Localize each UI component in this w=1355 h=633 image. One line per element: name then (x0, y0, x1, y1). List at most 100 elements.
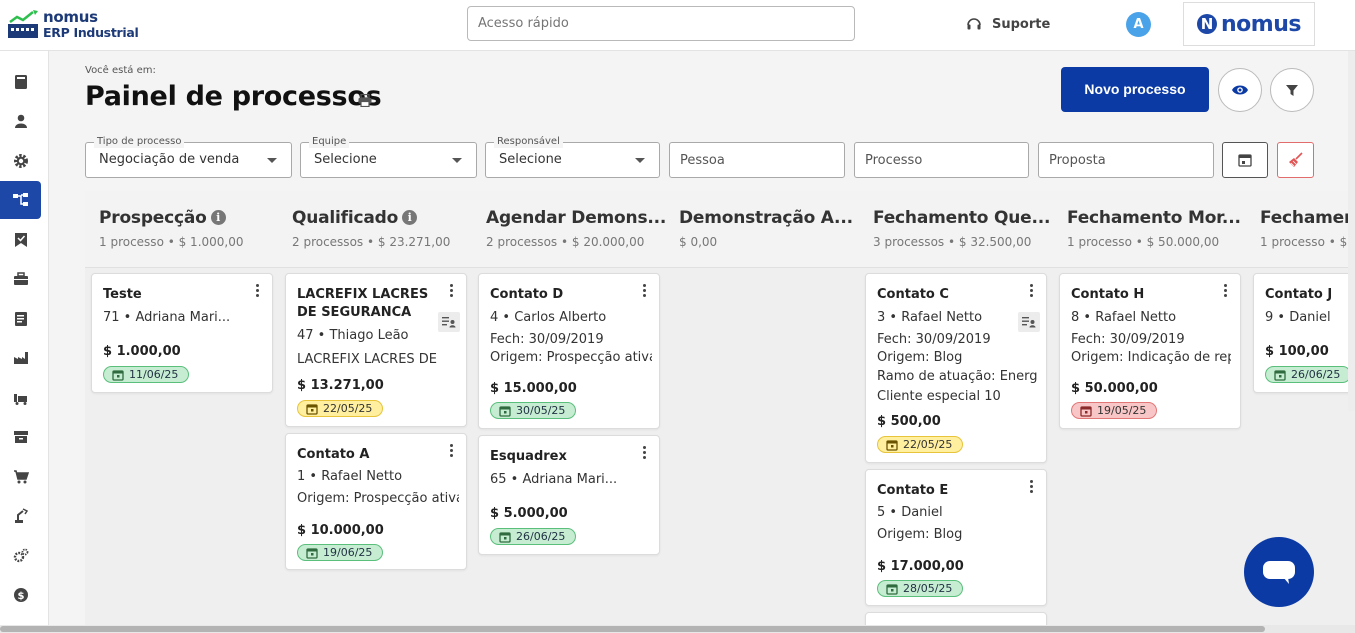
chat-button[interactable] (1244, 537, 1314, 607)
process-card[interactable]: Contato A 1 • Rafael Netto Origem: Prosp… (285, 433, 467, 570)
badge-date: 28/05/25 (903, 582, 953, 595)
card-value: $ 1.000,00 (103, 344, 181, 359)
column-summary: $ 0,00 (679, 235, 718, 249)
card-contact: 4 • Carlos Alberto (490, 310, 607, 325)
column-title-text: Prospecção (99, 208, 207, 228)
sidebar-item-bookmark[interactable] (0, 221, 41, 259)
calendar-icon (1080, 405, 1092, 417)
process-card[interactable]: Esquadrex 65 • Adriana Mari... $ 5.000,0… (478, 435, 660, 555)
sidebar-item-ledger[interactable] (0, 300, 41, 338)
support-link[interactable]: Suporte (966, 14, 1050, 34)
brand-letter: N (1197, 14, 1218, 34)
badge-date: 30/05/25 (516, 404, 566, 417)
column-title: Demonstração A... (679, 208, 853, 228)
card-close-date: Fech: 30/09/2019 (877, 332, 991, 347)
assign-icon[interactable] (438, 312, 460, 332)
card-custom-field: Cliente especial 10 (877, 389, 1001, 404)
process-card[interactable]: LACREFIX LACRES DE SEGURANCA 47 • Thiago… (285, 273, 467, 427)
sidebar-item-config[interactable] (0, 537, 41, 575)
badge-date: 26/06/25 (516, 530, 566, 543)
process-card[interactable]: Contato C 3 • Rafael Netto Fech: 30/09/2… (865, 273, 1047, 463)
person-input[interactable]: Pessoa (669, 142, 845, 178)
vertical-scrollbar[interactable] (1348, 51, 1355, 411)
process-card[interactable]: Contato D 4 • Carlos Alberto Fech: 30/09… (478, 273, 660, 429)
team-select[interactable]: Equipe Selecione (300, 135, 477, 178)
process-card[interactable]: Contato H 8 • Rafael Netto Fech: 30/09/2… (1059, 273, 1241, 429)
card-value: $ 10.000,00 (297, 523, 384, 538)
more-vertical-icon[interactable] (450, 444, 454, 458)
badge-date: 19/06/25 (323, 546, 373, 559)
print-icon[interactable] (358, 94, 372, 107)
sidebar-item-user[interactable] (0, 102, 41, 140)
calendar-icon (886, 439, 898, 451)
support-label: Suporte (992, 16, 1051, 32)
card-title: LACREFIX LACRES DE SEGURANCA (297, 287, 429, 320)
quick-access-input[interactable] (467, 6, 855, 41)
sidebar-item-briefcase[interactable] (0, 260, 41, 298)
process-type-select[interactable]: Tipo de processo Negociação de venda (85, 135, 292, 178)
nomus-erp-logo[interactable]: nomus ERP Industrial (7, 8, 142, 42)
process-input[interactable]: Processo (854, 142, 1029, 178)
clear-filters-button[interactable] (1277, 142, 1314, 178)
sidebar-item-logistics[interactable] (0, 379, 41, 417)
more-vertical-icon[interactable] (450, 284, 454, 298)
process-card[interactable]: Contato J 9 • Daniel $ 100,00 26/06/25 (1253, 273, 1355, 393)
card-close-date: Fech: 30/09/2019 (490, 332, 604, 347)
process-card[interactable]: Contato E 5 • Daniel Origem: Blog $ 17.0… (865, 469, 1047, 606)
calendar-icon (306, 547, 318, 559)
column-title: Agendar Demons... (486, 208, 666, 228)
sidebar-item-book[interactable] (0, 63, 41, 101)
process-card[interactable]: Teste 71 • Adriana Mari... $ 1.000,00 11… (91, 273, 273, 393)
more-vertical-icon[interactable] (256, 284, 260, 298)
badge-date: 19/05/25 (1097, 404, 1147, 417)
sidebar-item-robot[interactable] (0, 497, 41, 535)
bookmark-check-icon (14, 233, 27, 247)
sidebar-item-cart[interactable] (0, 458, 41, 496)
sidebar-item-finance[interactable]: $ (0, 576, 41, 614)
process-type-label: Tipo de processo (94, 135, 185, 148)
date-filter-button[interactable] (1222, 142, 1268, 178)
sidebar-item-processes[interactable] (0, 181, 41, 219)
card-title: Esquadrex (490, 449, 567, 464)
responsible-select[interactable]: Responsável Selecione (485, 135, 660, 178)
more-vertical-icon[interactable] (1030, 480, 1034, 494)
responsible-value: Selecione (499, 152, 562, 167)
view-toggle-button[interactable] (1218, 68, 1262, 112)
chevron-down-icon (635, 158, 645, 163)
sidebar-item-archive[interactable] (0, 418, 41, 456)
calendar-icon (306, 403, 318, 415)
more-vertical-icon[interactable] (643, 446, 647, 460)
more-vertical-icon[interactable] (1030, 284, 1034, 298)
column-title: Prospecção i (99, 208, 279, 228)
proposal-input[interactable]: Proposta (1038, 142, 1214, 178)
user-avatar[interactable]: A (1126, 12, 1151, 37)
sidebar-item-factory[interactable] (0, 339, 41, 377)
chevron-down-icon (267, 158, 277, 163)
archive-icon (13, 431, 28, 443)
sidebar-item-settings[interactable] (0, 142, 41, 180)
calendar-icon (1274, 369, 1286, 381)
new-process-button[interactable]: Novo processo (1061, 67, 1209, 112)
date-badge: 11/06/25 (103, 366, 190, 383)
card-contact: 47 • Thiago Leão (297, 328, 409, 343)
cart-icon (13, 470, 29, 484)
card-value: $ 15.000,00 (490, 381, 577, 396)
horizontal-scrollbar[interactable] (0, 625, 1355, 633)
logo-text-erp: ERP Industrial (43, 25, 139, 40)
info-icon[interactable]: i (402, 210, 418, 225)
calendar-icon (112, 369, 124, 381)
card-detail: Origem: Prospecção ativa (297, 491, 459, 506)
info-icon[interactable]: i (210, 210, 226, 225)
more-vertical-icon[interactable] (1224, 284, 1228, 298)
more-vertical-icon[interactable] (643, 284, 647, 298)
funnel-icon (1286, 85, 1298, 96)
calendar-icon (886, 583, 898, 595)
main-content: Você está em: Painel de processos Novo p… (49, 51, 1355, 633)
filter-button[interactable] (1270, 68, 1314, 112)
dollar-icon: $ (13, 588, 28, 602)
top-bar: nomus ERP Industrial Suporte A N nomus (0, 0, 1355, 51)
card-value: $ 13.271,00 (297, 378, 384, 393)
scrollbar-thumb[interactable] (0, 626, 1265, 632)
assign-icon[interactable] (1018, 312, 1040, 332)
column-summary: 2 processos • $ 23.271,00 (292, 235, 451, 249)
